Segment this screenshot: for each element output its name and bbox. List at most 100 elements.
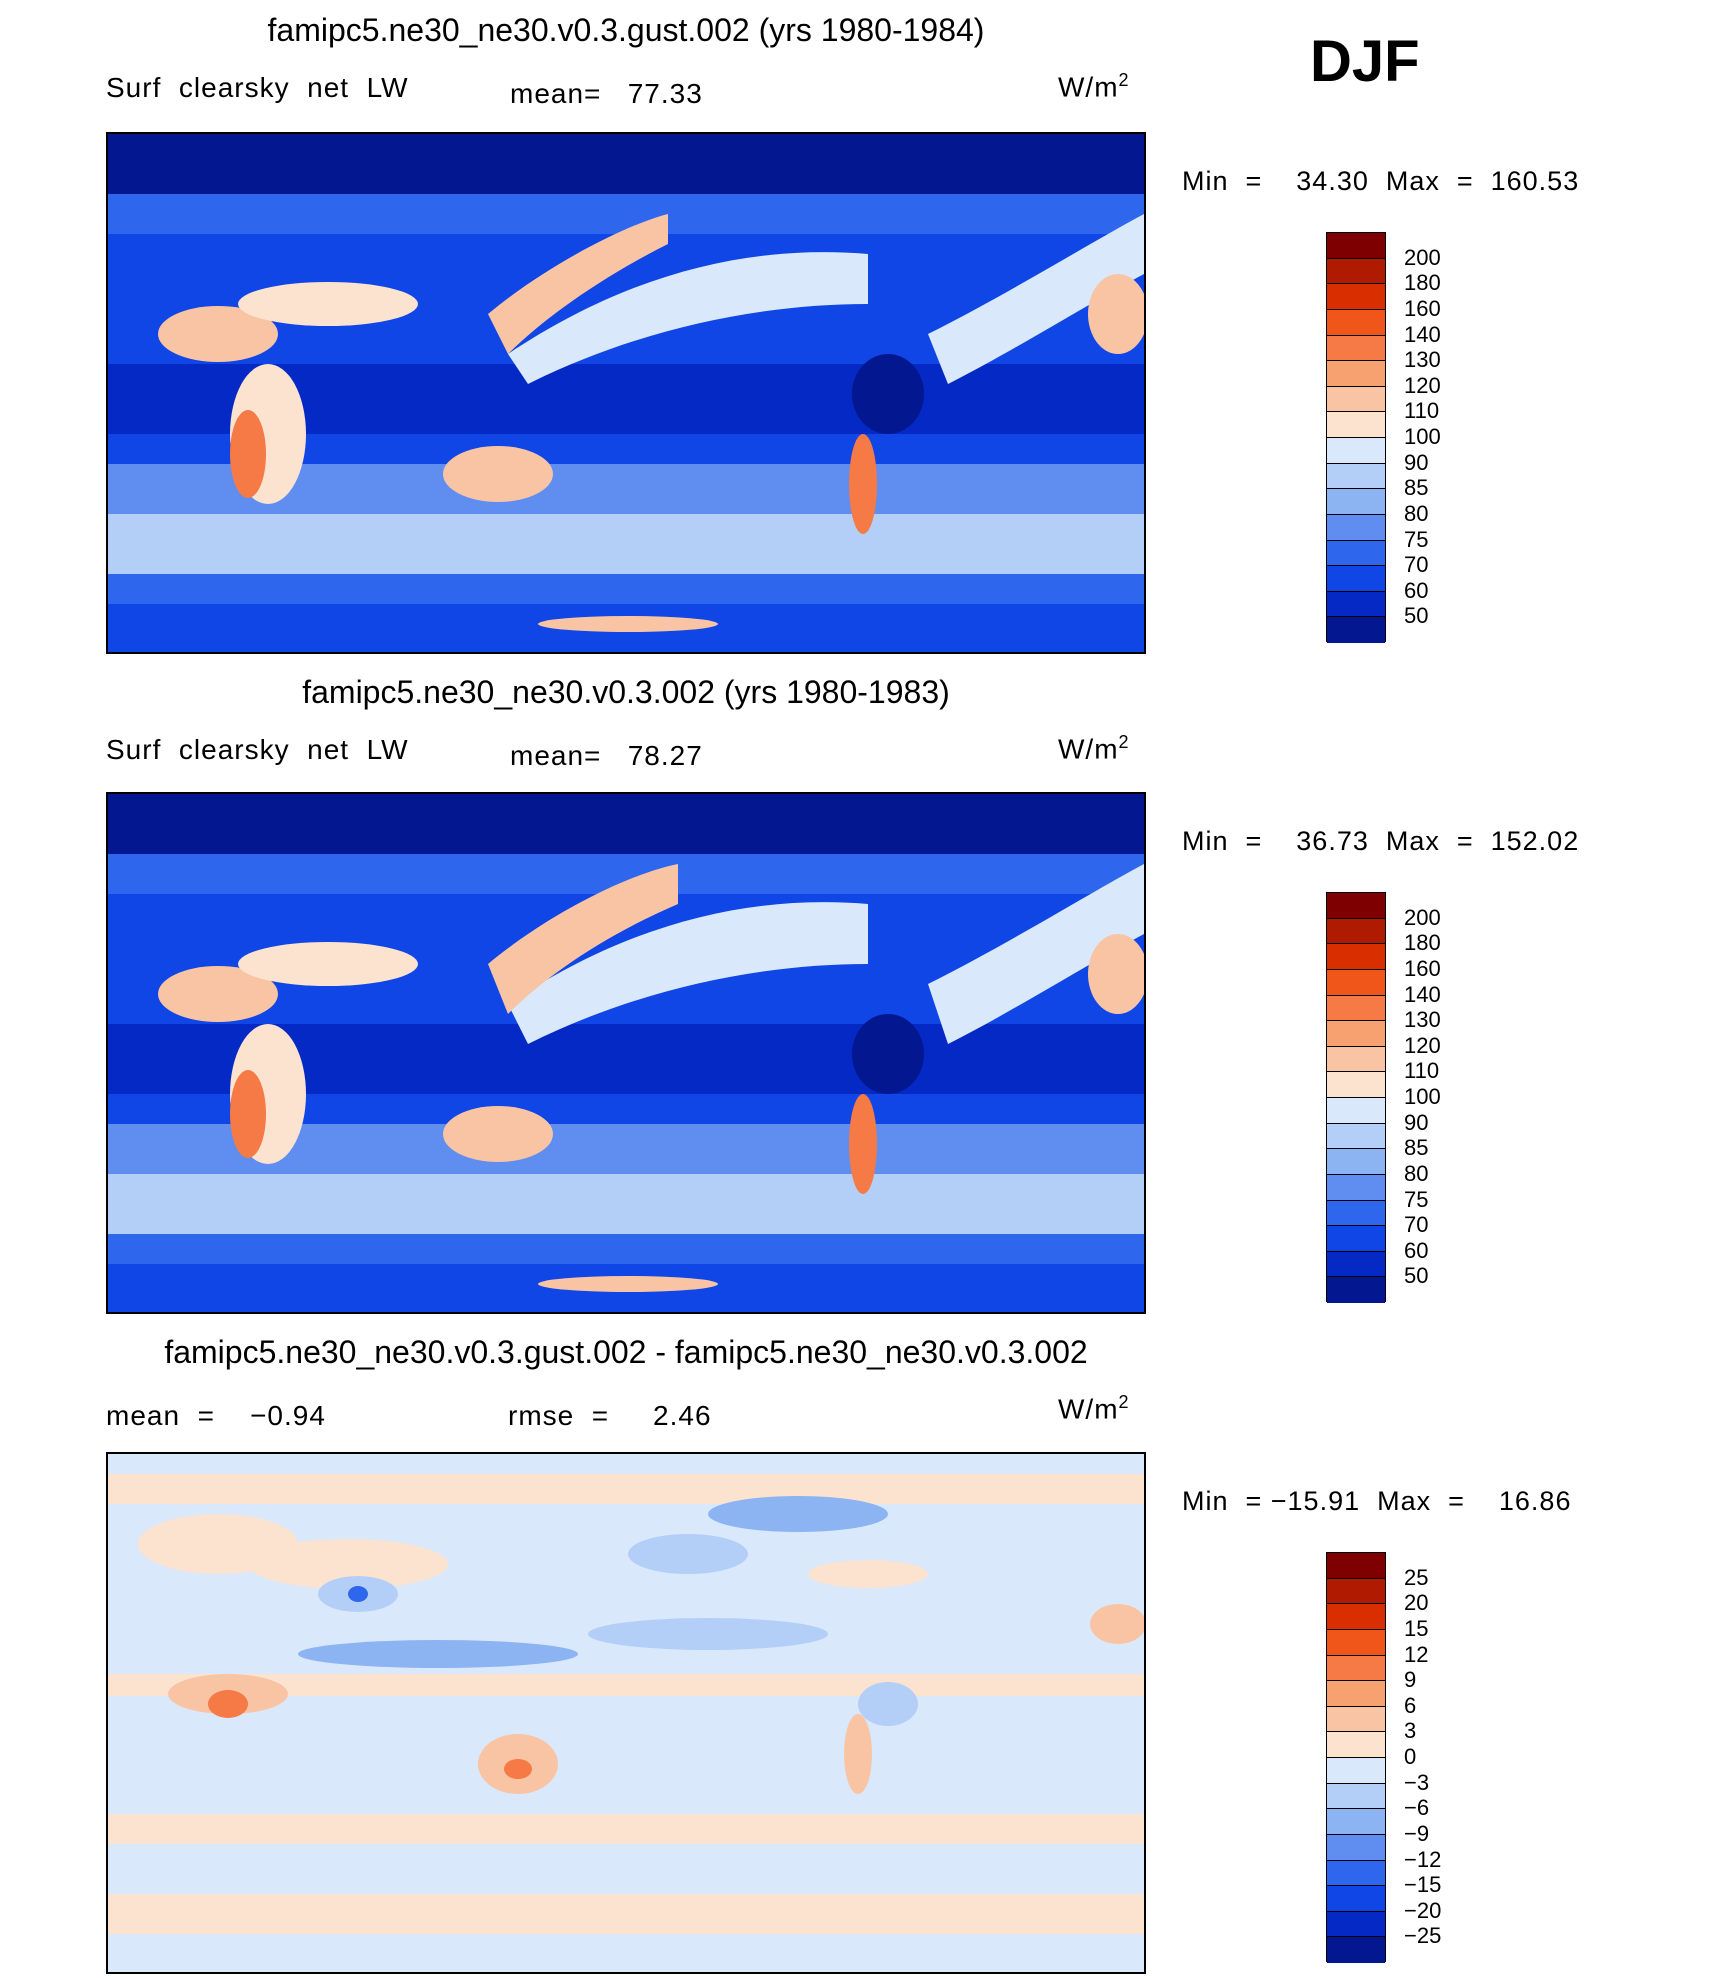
panel-3-title: famipc5.ne30_ne30.v0.3.gust.002 - famipc… bbox=[164, 1334, 1088, 1370]
panel-1-contour-field bbox=[108, 134, 1144, 652]
full-colorbar-segment bbox=[1327, 463, 1385, 490]
colorbar-tick-label: 160 bbox=[1404, 955, 1441, 981]
colorbar-tick-label: 60 bbox=[1404, 577, 1429, 603]
colorbar-tick-label: −6 bbox=[1404, 1795, 1430, 1821]
colorbar-tick-label: 120 bbox=[1404, 372, 1441, 398]
full-colorbar-segment bbox=[1327, 386, 1385, 413]
full-colorbar-segment bbox=[1327, 1046, 1385, 1073]
colorbar-tick-label: −20 bbox=[1404, 1897, 1442, 1923]
full-colorbar-segment bbox=[1327, 412, 1385, 438]
colorbar-tick-label: 75 bbox=[1404, 1186, 1429, 1212]
panel-1-title: famipc5.ne30_ne30.v0.3.gust.002 (yrs 198… bbox=[267, 12, 985, 48]
panel-2-mean-label: mean= 78.27 bbox=[510, 740, 703, 771]
diff-colorbar-segment bbox=[1327, 1681, 1385, 1707]
colorbar-tick-label: 3 bbox=[1404, 1718, 1417, 1744]
panel-3-units: W/m2 bbox=[1058, 1392, 1130, 1425]
colorbar-tick-label: 6 bbox=[1404, 1692, 1417, 1718]
colorbar-tick-label: 130 bbox=[1404, 347, 1441, 373]
full-colorbar-segment bbox=[1327, 995, 1385, 1022]
colorbar-tick-label: 140 bbox=[1404, 321, 1441, 347]
colorbar-tick-label: 12 bbox=[1404, 1641, 1429, 1667]
colorbar-tick-label: 200 bbox=[1404, 904, 1441, 930]
full-colorbar-segment bbox=[1327, 1277, 1385, 1303]
full-colorbar-segment bbox=[1327, 309, 1385, 336]
colorbar-tick-label: 180 bbox=[1404, 930, 1441, 956]
full-colorbar-segment bbox=[1327, 566, 1385, 592]
panel-2-minmax: Min = 36.73 Max = 152.02 bbox=[1182, 826, 1580, 856]
diff-colorbar-segment bbox=[1327, 1655, 1385, 1682]
panel-1-minmax: Min = 34.30 Max = 160.53 bbox=[1182, 166, 1580, 196]
colorbar-tick-label: 50 bbox=[1404, 1263, 1429, 1289]
panel-1-map bbox=[106, 132, 1146, 654]
full-colorbar-segment bbox=[1327, 1098, 1385, 1124]
panel-3-map bbox=[106, 1452, 1146, 1974]
colorbar-tick-label: 100 bbox=[1404, 1084, 1441, 1109]
colorbar-tick-label: 100 bbox=[1404, 424, 1441, 449]
full-colorbar-segment bbox=[1327, 1226, 1385, 1252]
colorbar-tick-label: 200 bbox=[1404, 244, 1441, 270]
colorbar-tick-label: 60 bbox=[1404, 1237, 1429, 1263]
full-colorbar-segment bbox=[1327, 438, 1385, 464]
diff-colorbar-segment bbox=[1327, 1783, 1385, 1810]
colorbar-tick-label: −9 bbox=[1404, 1820, 1430, 1846]
full-colorbar-segment bbox=[1327, 335, 1385, 362]
full-colorbar-segment bbox=[1327, 617, 1385, 643]
panel-1-mean-label: mean= 77.33 bbox=[510, 78, 703, 109]
panel-3-rmse-label: rmse = 2.46 bbox=[508, 1400, 712, 1431]
diff-colorbar-segment bbox=[1327, 1937, 1385, 1963]
full-colorbar-segment bbox=[1327, 944, 1385, 970]
panel-1-units: W/m2 bbox=[1058, 70, 1130, 103]
full-colorbar-segment bbox=[1327, 1200, 1385, 1227]
colorbar-tick-label: 15 bbox=[1404, 1615, 1429, 1641]
colorbar-tick-label: −3 bbox=[1404, 1769, 1430, 1795]
full-colorbar-segment bbox=[1327, 489, 1385, 515]
full-colorbar-segment bbox=[1327, 1123, 1385, 1150]
panel-2-contour-field bbox=[108, 794, 1144, 1312]
diff-colorbar-segment bbox=[1327, 1809, 1385, 1835]
panel-2-colorbar bbox=[1326, 892, 1386, 1303]
colorbar-tick-label: 85 bbox=[1404, 475, 1429, 501]
colorbar-tick-label: 75 bbox=[1404, 526, 1429, 552]
diff-colorbar-segment bbox=[1327, 1706, 1385, 1733]
colorbar-tick-label: 20 bbox=[1404, 1590, 1429, 1616]
panel-1-colorbar-labels: 200 180 160 140 130 120 110 100 90 85 80 75 70 60 50 bbox=[1404, 232, 1504, 642]
diff-colorbar-segment bbox=[1327, 1911, 1385, 1938]
diff-colorbar-segment bbox=[1327, 1758, 1385, 1784]
colorbar-tick-label: 90 bbox=[1404, 449, 1429, 475]
full-colorbar-segment bbox=[1327, 969, 1385, 996]
diff-colorbar-segment bbox=[1327, 1834, 1385, 1861]
colorbar-tick-label: −25 bbox=[1404, 1923, 1442, 1949]
colorbar-tick-label: 160 bbox=[1404, 295, 1441, 321]
full-colorbar-segment bbox=[1327, 233, 1385, 259]
colorbar-tick-label: 9 bbox=[1404, 1667, 1417, 1693]
diff-colorbar-segment bbox=[1327, 1629, 1385, 1656]
diff-colorbar-segment bbox=[1327, 1553, 1385, 1579]
diff-colorbar-segment bbox=[1327, 1886, 1385, 1912]
panel-1-variable-label: Surf clearsky net LW bbox=[106, 72, 409, 103]
full-colorbar-segment bbox=[1327, 1174, 1385, 1201]
colorbar-tick-label: 140 bbox=[1404, 981, 1441, 1007]
colorbar-tick-label: 130 bbox=[1404, 1007, 1441, 1033]
colorbar-tick-label: 80 bbox=[1404, 1160, 1429, 1186]
panel-2-variable-label: Surf clearsky net LW bbox=[106, 734, 409, 765]
full-colorbar-segment bbox=[1327, 591, 1385, 618]
diff-colorbar-segment bbox=[1327, 1860, 1385, 1887]
colorbar-tick-label: −12 bbox=[1404, 1846, 1442, 1872]
full-colorbar-segment bbox=[1327, 1149, 1385, 1175]
full-colorbar-segment bbox=[1327, 284, 1385, 310]
full-colorbar-segment bbox=[1327, 1021, 1385, 1047]
diff-colorbar-segment bbox=[1327, 1578, 1385, 1605]
colorbar-tick-label: 120 bbox=[1404, 1032, 1441, 1058]
full-colorbar-segment bbox=[1327, 514, 1385, 541]
colorbar-tick-label: 70 bbox=[1404, 552, 1429, 578]
full-colorbar-segment bbox=[1327, 918, 1385, 945]
colorbar-tick-label: 90 bbox=[1404, 1109, 1429, 1135]
diff-colorbar-segment bbox=[1327, 1732, 1385, 1758]
colorbar-tick-label: 180 bbox=[1404, 270, 1441, 296]
colorbar-tick-label: 85 bbox=[1404, 1135, 1429, 1161]
colorbar-tick-label: 25 bbox=[1404, 1564, 1429, 1590]
full-colorbar-segment bbox=[1327, 1251, 1385, 1278]
colorbar-tick-label: 50 bbox=[1404, 603, 1429, 629]
panel-3-mean-label: mean = −0.94 bbox=[106, 1400, 326, 1431]
colorbar-tick-label: −15 bbox=[1404, 1872, 1442, 1898]
